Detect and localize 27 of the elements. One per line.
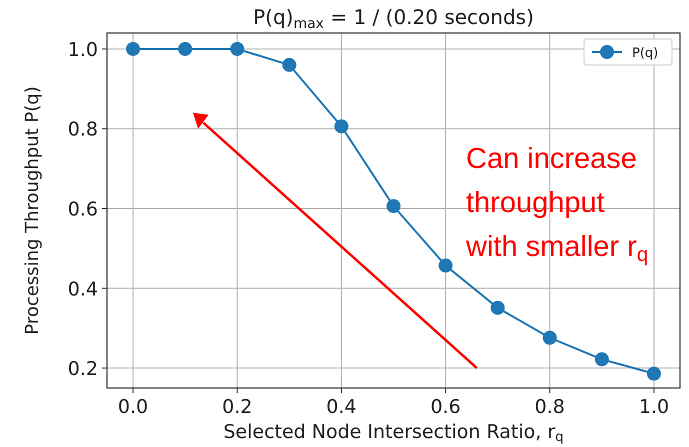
x-tick-label: 0.8 <box>534 396 565 418</box>
y-tick-label: 0.2 <box>68 358 98 380</box>
point <box>334 119 348 134</box>
x-tick-label: 0.6 <box>430 396 461 418</box>
x-axis-title: Selected Node Intersection Ratio, r$_{q}$ <box>223 421 564 446</box>
x-tick-label: 0.4 <box>326 396 357 418</box>
annotation: Can increase throughput with smaller r$_{q}$ <box>465 143 648 266</box>
point <box>542 330 557 345</box>
point <box>594 352 609 366</box>
y-tick-label: 0.6 <box>68 198 98 221</box>
y-axis-title: Processing Throughput P(q) <box>22 86 43 335</box>
y-tick-label: 1.0 <box>68 38 98 61</box>
point <box>386 199 400 214</box>
point <box>490 300 505 315</box>
y-tick-label: 0.4 <box>68 278 98 300</box>
point <box>230 42 244 56</box>
point <box>438 258 453 273</box>
point <box>178 42 192 56</box>
point <box>126 42 140 56</box>
legend-label: P(q) <box>632 46 658 61</box>
y-tick-label: 0.8 <box>68 118 98 141</box>
x-tick-label: 0.2 <box>222 396 252 418</box>
x-tick-label: 1.0 <box>638 396 670 418</box>
chart-title: P(q)$_{max}$ = 1 / (0.20 seconds) <box>253 5 534 32</box>
point <box>646 366 661 381</box>
point <box>282 58 296 72</box>
x-tick-label: 0.0 <box>118 396 148 418</box>
